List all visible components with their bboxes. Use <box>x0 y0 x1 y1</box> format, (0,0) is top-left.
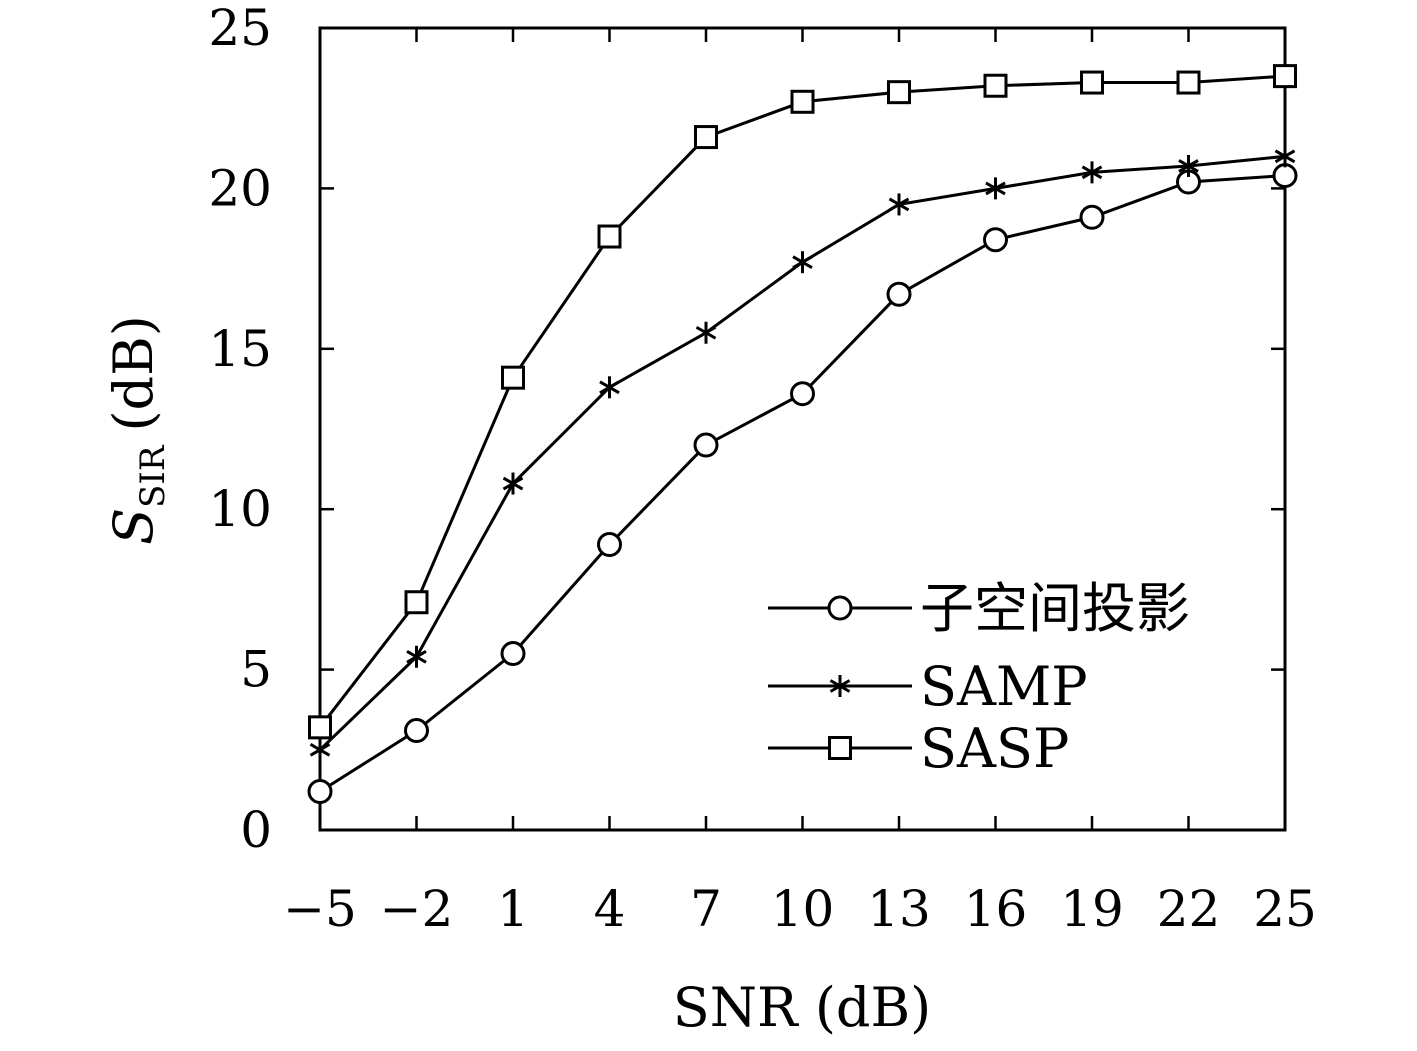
data-point <box>404 590 429 615</box>
x-tick-label: 16 <box>964 880 1028 938</box>
data-point <box>790 381 815 407</box>
y-tick-label: 0 <box>240 801 272 859</box>
data-point <box>500 641 526 667</box>
x-tick-label: 10 <box>771 880 835 938</box>
svg-text:SSIR(dB): SSIR (dB) <box>102 315 173 545</box>
data-point <box>502 472 524 495</box>
legend-label: SAMP <box>920 655 1088 718</box>
data-point <box>695 321 717 344</box>
data-point <box>983 73 1008 98</box>
data-point <box>888 193 910 216</box>
y-axis-title-subscript: SIR <box>133 444 173 508</box>
y-axis-title-unit: (dB) <box>102 315 165 431</box>
data-point <box>308 715 332 740</box>
data-point <box>1176 70 1201 95</box>
data-point <box>309 738 331 761</box>
data-point <box>792 251 813 274</box>
plot-border <box>318 26 1287 832</box>
data-point <box>597 531 622 557</box>
x-axis-title: SNR (dB) <box>673 976 931 1039</box>
data-point <box>886 281 912 307</box>
y-axis: 0 5 10 15 20 25 <box>208 0 1285 859</box>
data-point <box>406 645 427 668</box>
x-tick-label: 1 <box>497 880 529 938</box>
data-point <box>307 779 333 805</box>
y-axis-title-symbol: S <box>102 508 165 545</box>
legend-marker <box>827 595 853 621</box>
legend-marker <box>828 736 852 760</box>
legend-marker <box>829 675 851 697</box>
x-tick-label: 19 <box>1060 880 1124 938</box>
data-point <box>694 125 718 150</box>
data-point <box>1079 204 1105 230</box>
series-samp <box>309 145 1296 761</box>
data-point <box>501 365 525 390</box>
data-point <box>790 89 815 114</box>
data-point <box>1178 154 1199 177</box>
data-point <box>1080 70 1104 95</box>
data-point <box>404 718 429 744</box>
data-point <box>1081 161 1103 184</box>
series-subspace <box>307 163 1298 805</box>
data-point <box>693 432 719 458</box>
data-point <box>1274 145 1296 168</box>
y-tick-label: 25 <box>208 0 272 57</box>
legend-label: 子空间投影 <box>920 577 1190 640</box>
data-point <box>597 224 622 249</box>
x-tick-label: −5 <box>283 880 357 938</box>
data-point <box>599 376 620 399</box>
legend-label: SASP <box>920 717 1069 780</box>
y-tick-label: 10 <box>208 480 272 538</box>
series-sasp <box>308 64 1297 740</box>
data-point <box>1272 163 1298 189</box>
x-tick-label: 4 <box>594 880 626 938</box>
x-tick-label: 25 <box>1253 880 1317 938</box>
x-tick-label: −2 <box>380 880 454 938</box>
x-tick-label: 7 <box>690 880 722 938</box>
legend-item: SAMP <box>768 655 1088 718</box>
legend-item: 子空间投影 <box>768 577 1190 640</box>
x-tick-label: 13 <box>867 880 931 938</box>
data-point <box>887 80 911 105</box>
data-point <box>985 177 1006 200</box>
data-point <box>983 227 1008 253</box>
y-axis-title: SSIR (dB) <box>102 315 173 545</box>
y-tick-label: 5 <box>240 641 272 699</box>
plot-frame <box>318 26 1287 832</box>
x-axis: −5 −2 1 4 7 10 13 16 19 22 25 <box>283 28 1317 938</box>
x-tick-label: 22 <box>1157 880 1221 938</box>
y-tick-label: 20 <box>208 159 272 217</box>
series-line <box>318 154 1286 751</box>
series-layer <box>307 64 1298 805</box>
legend-item: SASP <box>768 717 1069 780</box>
data-point <box>1273 64 1297 89</box>
y-tick-label: 15 <box>208 320 272 378</box>
